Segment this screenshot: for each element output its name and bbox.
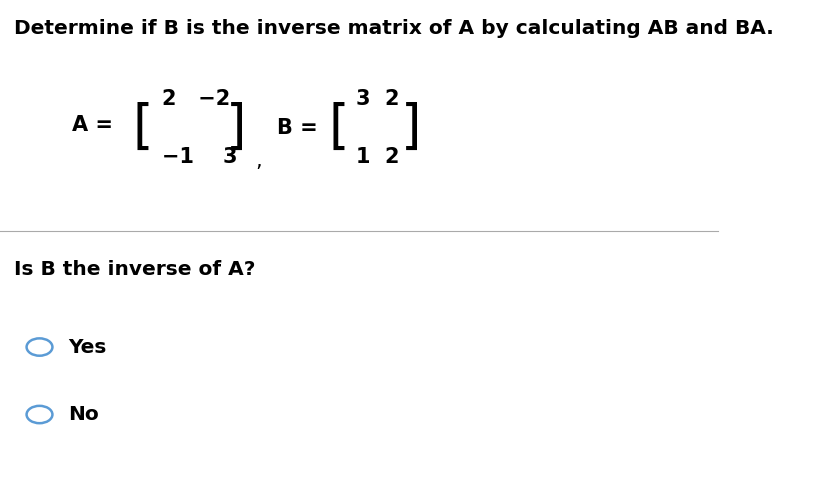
Text: ]: ]	[226, 102, 247, 154]
Text: Yes: Yes	[68, 337, 107, 357]
Text: 1  2: 1 2	[356, 147, 400, 167]
Text: −1    3: −1 3	[161, 147, 237, 167]
Text: ,: ,	[255, 151, 261, 172]
Text: 2   −2: 2 −2	[161, 89, 230, 109]
Text: A =: A =	[72, 115, 113, 135]
Text: Is B the inverse of A?: Is B the inverse of A?	[14, 260, 255, 280]
Text: ]: ]	[401, 102, 422, 154]
Text: No: No	[68, 405, 99, 424]
Text: 3  2: 3 2	[356, 89, 400, 109]
Text: [: [	[329, 102, 349, 154]
Text: [: [	[133, 102, 154, 154]
Text: B =: B =	[276, 118, 318, 138]
Text: Determine if B is the inverse matrix of A by calculating AB and BA.: Determine if B is the inverse matrix of …	[14, 19, 774, 38]
